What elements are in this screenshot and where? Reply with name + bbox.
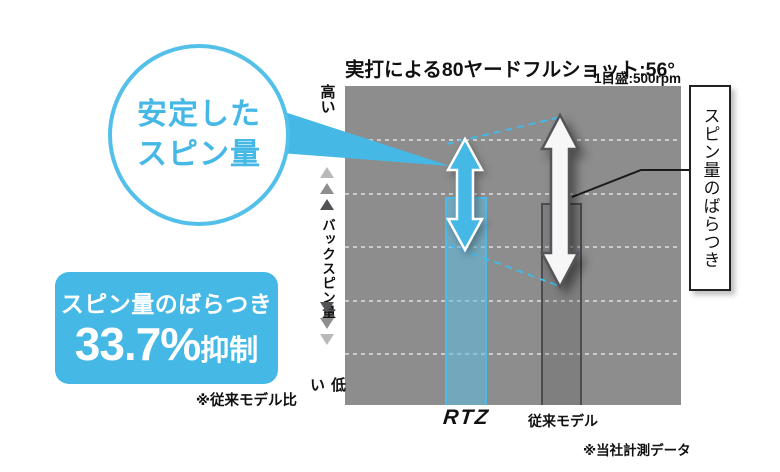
- rtz-logo: RTZ: [442, 406, 491, 429]
- triangle-up-icon: [320, 167, 334, 178]
- stat-box-label: スピン量のばらつき: [60, 291, 273, 317]
- gridline: [345, 193, 681, 195]
- y-axis: 高い バックスピン量 低い: [308, 84, 346, 405]
- gridline: [345, 139, 681, 141]
- triangle-down-icon: [320, 318, 334, 329]
- y-axis-title: バックスピン量: [320, 218, 335, 320]
- triangle-down-icon: [320, 302, 334, 313]
- stat-suffix: 抑制: [200, 335, 259, 367]
- side-label-text: スピン量のばらつき: [700, 107, 720, 269]
- conventional-model-label: 従来モデル: [528, 413, 598, 429]
- gridline: [345, 300, 681, 302]
- y-axis-up-triangles-icon: [320, 167, 334, 215]
- spin-variance-stat-box: スピン量のばらつき 33.7%抑制: [55, 272, 278, 384]
- stat-value: 33.7%: [74, 318, 201, 370]
- stat-box-value-row: 33.7%抑制: [55, 321, 278, 367]
- scale-note: 1目盛:500rpm: [593, 71, 681, 86]
- triangle-up-icon: [320, 183, 334, 194]
- conventional-spin-range-bar: [541, 203, 582, 405]
- bubble-text-line2: スピン量: [137, 138, 261, 171]
- gridline: [345, 246, 681, 248]
- source-note: ※当社計測データ: [583, 443, 691, 458]
- gridline: [345, 353, 681, 355]
- stable-spin-callout-bubble: 安定した スピン量: [108, 44, 290, 226]
- y-axis-down-triangles-icon: [320, 302, 334, 350]
- spin-variance-side-label-box: スピン量のばらつき: [689, 85, 731, 291]
- rtz-spin-range-bar: [445, 197, 487, 405]
- y-axis-low-label: 低い: [308, 377, 346, 392]
- triangle-up-icon: [320, 199, 334, 210]
- bubble-text-line1: 安定した: [137, 98, 261, 132]
- y-axis-high-label: 高い: [318, 84, 336, 114]
- chart-plot-area: [345, 86, 681, 405]
- triangle-down-icon: [320, 334, 334, 345]
- stat-comparison-note: ※従来モデル比: [195, 393, 297, 409]
- chart-title: 実打による80ヤードフルショット:56°: [345, 59, 676, 81]
